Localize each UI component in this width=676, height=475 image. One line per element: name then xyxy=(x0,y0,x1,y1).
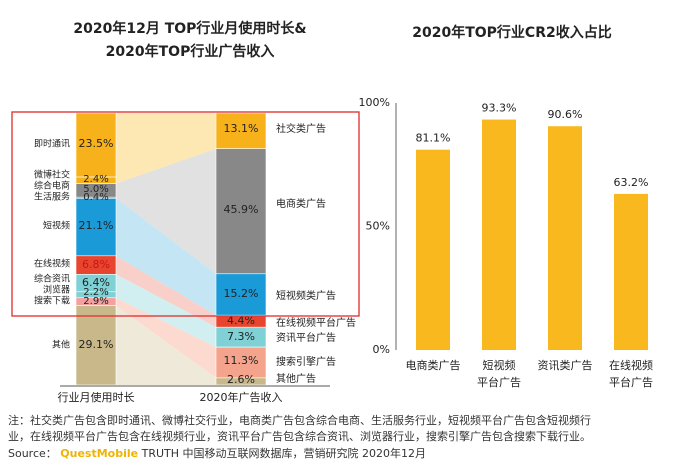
cr2-category-label: 电商类广告 xyxy=(406,358,461,372)
ad-value-label: 2.6% xyxy=(227,373,255,386)
flow-band-5 xyxy=(116,297,216,378)
left-title-line1: 2020年12月 TOP行业月使用时长& xyxy=(73,21,307,37)
ad-value-label: 45.9% xyxy=(224,203,259,216)
ad-category-label: 搜索引擎广告 xyxy=(276,355,336,368)
ad-category-label: 资讯平台广告 xyxy=(276,331,336,344)
footnotes: 注：社交类广告包含即时通讯、微博社交行业，电商类广告包含综合电商、生活服务行业，… xyxy=(8,413,672,445)
usage-segment xyxy=(75,198,117,257)
note-line-2: 业，在线视频平台广告包含在线视频行业，资讯平台广告包含综合资讯、浏览器行业，搜索… xyxy=(8,430,591,443)
usage-category-label: 生活服务 xyxy=(34,191,70,203)
flow-band-1 xyxy=(116,148,216,274)
y-tick-label: 0% xyxy=(373,343,390,356)
flow-band-3 xyxy=(116,255,216,328)
usage-category-label: 微博社交 xyxy=(34,169,70,181)
usage-category-label: 搜索下载 xyxy=(34,295,70,307)
source-prefix: Source： xyxy=(8,447,57,460)
y-tick-label: 100% xyxy=(359,96,390,109)
ad-category-label: 在线视频平台广告 xyxy=(276,316,356,329)
usage-category-label: 在线视频 xyxy=(34,258,70,270)
ad-value-label: 4.4% xyxy=(227,314,255,327)
right-chart-title: 2020年TOP行业CR2收入占比 xyxy=(412,25,612,41)
cr2-value-label: 63.2% xyxy=(614,176,649,189)
ad-value-label: 11.3% xyxy=(224,354,259,367)
ad-revenue-segment xyxy=(215,273,267,316)
source-text: TRUTH 中国移动互联网数据库，营销研究院 2020年12月 xyxy=(138,447,426,460)
usage-value-label: 23.5% xyxy=(79,137,114,150)
chart-canvas: 23.5% 即时通讯 2.4% 微博社交 5.0% 综合电商 0.4% 生活服务 21.1% 短视… xyxy=(11,96,653,404)
usage-value-label: 21.1% xyxy=(79,219,114,232)
source-line: Source： QuestMobile TRUTH 中国移动互联网数据库，营销研… xyxy=(8,445,426,461)
usage-category-label: 其他 xyxy=(52,339,70,351)
column-label-usage: 行业月使用时长 xyxy=(58,391,135,404)
cr2-category-label: 短视频 xyxy=(483,358,516,372)
usage-value-label: 2.2% xyxy=(83,287,108,298)
ad-category-label: 社交类广告 xyxy=(276,122,326,135)
usage-value-label: 5.0% xyxy=(83,184,108,195)
usage-category-label: 综合电商 xyxy=(34,180,70,192)
cr2-category-label: 平台广告 xyxy=(477,375,521,389)
usage-segment xyxy=(75,112,117,178)
usage-value-label: 6.8% xyxy=(82,258,110,271)
cr2-value-label: 81.1% xyxy=(416,132,451,145)
ad-value-label: 15.2% xyxy=(224,287,259,300)
cr2-bar xyxy=(482,119,516,350)
flow-chart: 23.5% 即时通讯 2.4% 微博社交 5.0% 综合电商 0.4% 生活服务 21.1% 短视… xyxy=(11,111,360,404)
usage-value-label: 2.4% xyxy=(83,174,108,185)
ad-category-label: 其他广告 xyxy=(276,372,316,385)
cr2-bar-chart: 0% 50% 100% 81.1% 电商类广告 93.3% 短视频平台广告 90.6% 资讯类广… xyxy=(359,96,653,389)
cr2-category-label: 资讯类广告 xyxy=(538,358,593,372)
usage-category-label: 短视频 xyxy=(43,220,70,232)
flow-band-0 xyxy=(116,113,216,184)
ad-revenue-segment xyxy=(215,346,267,379)
cr2-category-label: 在线视频 xyxy=(609,358,653,372)
cr2-bar xyxy=(548,126,582,350)
usage-category-label: 浏览器 xyxy=(43,284,70,296)
flow-band-6 xyxy=(116,305,216,385)
ad-category-label: 电商类广告 xyxy=(276,197,326,210)
cr2-value-label: 93.3% xyxy=(482,102,517,115)
left-chart-title: 2020年12月 TOP行业月使用时长& 2020年TOP行业广告收入 xyxy=(40,18,340,64)
ad-category-label: 短视频类广告 xyxy=(276,289,336,302)
flow-band-4 xyxy=(116,274,216,348)
note-line-1: 注：社交类广告包含即时通讯、微博社交行业，电商类广告包含综合电商、生活服务行业，… xyxy=(8,414,591,427)
ad-revenue-segment xyxy=(215,148,267,275)
usage-category-label: 综合资讯 xyxy=(34,273,70,285)
ad-value-label: 13.1% xyxy=(224,122,259,135)
questmobile-brand: QuestMobile xyxy=(60,447,139,460)
ad-revenue-segment xyxy=(215,377,267,386)
cr2-bar xyxy=(614,193,648,350)
flow-band-2 xyxy=(116,198,216,316)
cr2-value-label: 90.6% xyxy=(548,108,583,121)
cr2-category-label: 平台广告 xyxy=(609,375,653,389)
column-label-revenue: 2020年广告收入 xyxy=(200,390,283,404)
usage-value-label: 6.4% xyxy=(82,276,110,289)
cr2-bar xyxy=(416,149,450,350)
usage-category-label: 即时通讯 xyxy=(34,138,70,150)
ad-value-label: 7.3% xyxy=(227,330,255,343)
usage-segment xyxy=(75,305,117,386)
usage-value-label: 0.4% xyxy=(83,192,108,203)
usage-value-label: 29.1% xyxy=(79,338,114,351)
y-tick-label: 50% xyxy=(366,220,390,233)
usage-value-label: 2.9% xyxy=(83,296,108,307)
left-title-line2: 2020年TOP行业广告收入 xyxy=(105,44,275,60)
highlight-box xyxy=(11,111,360,317)
